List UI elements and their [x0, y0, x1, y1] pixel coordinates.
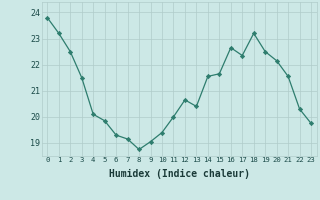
- X-axis label: Humidex (Indice chaleur): Humidex (Indice chaleur): [109, 169, 250, 179]
